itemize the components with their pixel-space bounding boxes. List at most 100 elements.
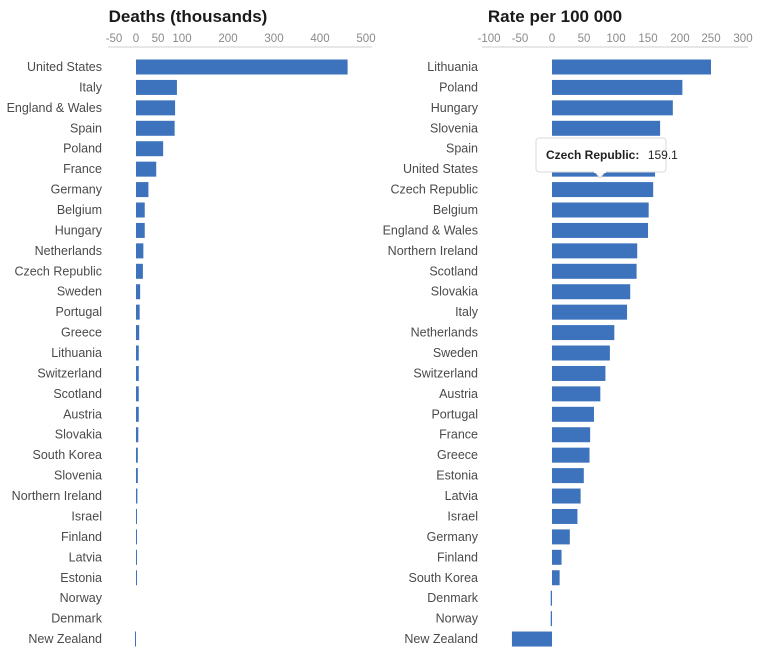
deaths-chart: -50 0 50 100 200 300 400 500 United States Italy E… xyxy=(7,33,376,647)
rate-category-label: Czech Republic xyxy=(390,183,478,197)
deaths-category-label: Finland xyxy=(61,530,102,544)
deaths-bar[interactable] xyxy=(136,202,145,218)
tooltip-value: 159.1 xyxy=(648,148,678,162)
rate-bar[interactable] xyxy=(552,549,562,565)
rate-bar[interactable] xyxy=(552,263,637,279)
deaths-category-label: Spain xyxy=(70,121,102,135)
rate-bar[interactable] xyxy=(552,570,560,586)
deaths-bar[interactable] xyxy=(136,284,141,300)
deaths-category-label: Portugal xyxy=(55,305,102,319)
deaths-category-label: Latvia xyxy=(69,550,102,564)
rate-category-label: Latvia xyxy=(445,489,478,503)
rate-bar[interactable] xyxy=(552,120,661,136)
deaths-bar[interactable] xyxy=(136,488,138,504)
deaths-category-label: United States xyxy=(27,60,102,74)
rate-bar[interactable] xyxy=(552,345,610,361)
rate-bar[interactable] xyxy=(552,468,584,484)
deaths-bar[interactable] xyxy=(136,141,164,157)
rate-bar[interactable] xyxy=(552,243,638,259)
deaths-category-label: Israel xyxy=(71,509,102,523)
rate-category-label: Slovakia xyxy=(431,285,478,299)
rate-category-label: Germany xyxy=(427,530,479,544)
deaths-category-label: England & Wales xyxy=(7,101,102,115)
rate-bar[interactable] xyxy=(550,611,552,627)
rate-tick-label: 50 xyxy=(578,33,591,45)
deaths-bar[interactable] xyxy=(136,222,145,238)
deaths-category-label: Hungary xyxy=(55,223,103,237)
rate-bar[interactable] xyxy=(552,79,683,95)
deaths-category-label: Scotland xyxy=(53,387,102,401)
rate-tick-label: -50 xyxy=(512,33,529,45)
rate-bar[interactable] xyxy=(552,427,591,443)
rate-bar[interactable] xyxy=(552,304,628,320)
rate-tick-label: -100 xyxy=(477,33,500,45)
rate-category-label: United States xyxy=(403,162,478,176)
rate-category-label: New Zealand xyxy=(404,632,478,646)
deaths-bar[interactable] xyxy=(136,79,177,95)
deaths-category-label: South Korea xyxy=(33,448,103,462)
deaths-category-label: Northern Ireland xyxy=(12,489,102,503)
deaths-bar[interactable] xyxy=(136,549,137,565)
deaths-category-label: Denmark xyxy=(51,612,102,626)
deaths-bar[interactable] xyxy=(136,161,157,177)
rate-bar[interactable] xyxy=(552,222,649,238)
rate-bar[interactable] xyxy=(552,365,606,381)
deaths-bar[interactable] xyxy=(136,345,139,361)
rate-category-label: Greece xyxy=(437,448,478,462)
rate-bar[interactable] xyxy=(552,182,654,198)
rate-bar[interactable] xyxy=(552,100,673,116)
deaths-bar[interactable] xyxy=(136,182,149,198)
deaths-bar[interactable] xyxy=(136,508,137,524)
rate-category-label: Netherlands xyxy=(411,326,478,340)
deaths-bar[interactable] xyxy=(136,100,176,116)
deaths-bar[interactable] xyxy=(136,263,143,279)
rate-category-label: Austria xyxy=(439,387,478,401)
deaths-bar[interactable] xyxy=(136,365,139,381)
rate-bar[interactable] xyxy=(511,631,552,647)
rate-tick-label: 200 xyxy=(670,33,689,45)
deaths-category-label: Netherlands xyxy=(35,244,102,258)
deaths-bar[interactable] xyxy=(136,386,139,402)
rate-category-label: Belgium xyxy=(433,203,478,217)
deaths-category-label: Lithuania xyxy=(51,346,102,360)
rate-bar[interactable] xyxy=(552,284,631,300)
rate-category-label: Northern Ireland xyxy=(388,244,478,258)
deaths-bar[interactable] xyxy=(136,304,140,320)
deaths-bar[interactable] xyxy=(136,406,139,422)
deaths-bar[interactable] xyxy=(136,325,140,341)
deaths-category-label: Czech Republic xyxy=(14,264,102,278)
rate-bar[interactable] xyxy=(552,325,615,341)
deaths-category-label: Switzerland xyxy=(37,366,102,380)
rate-category-label: Italy xyxy=(455,305,479,319)
rate-bar[interactable] xyxy=(552,529,570,545)
deaths-bar[interactable] xyxy=(136,570,137,586)
deaths-bar[interactable] xyxy=(136,120,175,136)
deaths-bar[interactable] xyxy=(136,529,137,545)
deaths-bar[interactable] xyxy=(136,468,138,484)
rate-category-label: South Korea xyxy=(409,571,479,585)
tooltip-text: Czech Republic: 159.1 xyxy=(546,146,678,163)
deaths-category-label: Germany xyxy=(51,183,103,197)
rate-bar[interactable] xyxy=(552,488,581,504)
rate-bar[interactable] xyxy=(552,406,594,422)
deaths-chart-title: Deaths (thousands) xyxy=(109,7,268,26)
deaths-bar[interactable] xyxy=(135,631,136,647)
deaths-bar[interactable] xyxy=(136,427,139,443)
rate-category-label: Slovenia xyxy=(430,121,478,135)
rate-bar[interactable] xyxy=(550,590,552,606)
deaths-category-label: Sweden xyxy=(57,285,102,299)
deaths-tick-label: 300 xyxy=(264,33,283,45)
deaths-bar[interactable] xyxy=(136,447,138,463)
deaths-bar[interactable] xyxy=(136,59,348,75)
rate-bar[interactable] xyxy=(552,447,590,463)
rate-bar[interactable] xyxy=(552,202,649,218)
deaths-bar[interactable] xyxy=(136,243,144,259)
rate-bar[interactable] xyxy=(552,386,601,402)
rate-category-label: Hungary xyxy=(431,101,479,115)
deaths-category-label: France xyxy=(63,162,102,176)
rate-bar[interactable] xyxy=(552,508,578,524)
rate-category-label: Lithuania xyxy=(427,60,478,74)
deaths-category-label: Poland xyxy=(63,142,102,156)
rate-bar[interactable] xyxy=(552,59,711,75)
